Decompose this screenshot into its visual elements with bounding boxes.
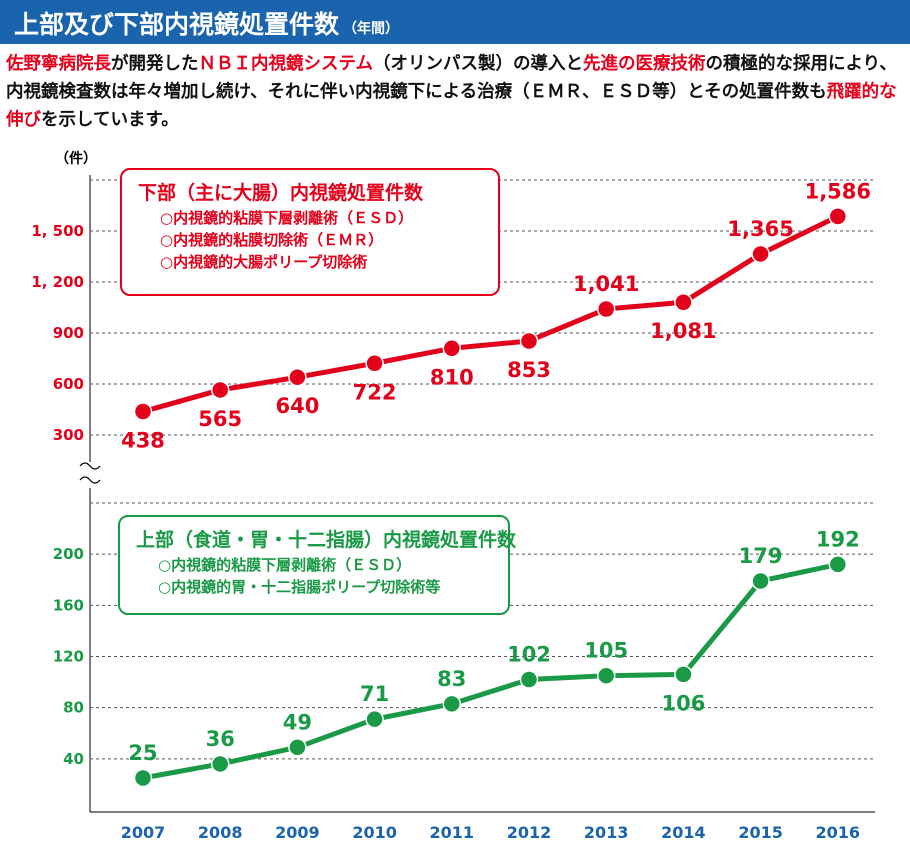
upper-data-point	[442, 694, 462, 714]
header-bar: 上部及び下部内視鏡処置件数 （年間）	[0, 0, 910, 44]
upper-data-point	[365, 709, 384, 729]
upper-legend-item: ○内視鏡的胃・十二指腸ポリープ切除術等	[158, 578, 441, 596]
x-tick-label: 2014	[661, 823, 706, 842]
x-tick-label: 2011	[430, 823, 475, 842]
upper-data-point	[210, 754, 230, 774]
lower-data-point	[519, 331, 539, 351]
lower-y-tick-label: 1, 500	[31, 222, 84, 240]
intro-seg-3: ＮＢＩ内視鏡システム	[198, 54, 373, 74]
lower-data-point	[828, 207, 848, 226]
lower-data-label: 1,041	[573, 272, 639, 296]
x-tick-label: 2013	[584, 823, 629, 842]
upper-data-label: 83	[437, 667, 466, 691]
lower-data-point	[365, 354, 384, 373]
intro-seg-4: （オリンパス製）の導入と	[372, 54, 583, 74]
upper-y-tick-label: 160	[53, 596, 84, 614]
upper-data-point	[751, 571, 770, 591]
upper-data-label: 36	[206, 727, 235, 751]
upper-y-tick-label: 120	[53, 648, 84, 666]
lower-data-point	[210, 380, 230, 400]
lower-data-point	[288, 367, 307, 387]
upper-y-tick-label: 80	[63, 699, 84, 717]
upper-data-label: 25	[128, 741, 157, 765]
upper-data-label: 192	[816, 527, 860, 551]
x-tick-label: 2016	[816, 823, 861, 842]
lower-data-label: 722	[353, 380, 397, 404]
lower-data-label: 1,081	[650, 319, 716, 343]
upper-y-tick-label: 40	[63, 750, 84, 768]
intro-seg-1: 佐野寧病院長	[6, 54, 111, 74]
lower-legend-item: ○内視鏡的粘膜切除術（ＥＭＲ）	[160, 231, 384, 249]
upper-data-point	[596, 666, 616, 685]
lower-y-tick-label: 300	[53, 426, 84, 444]
lower-data-label: 438	[121, 429, 165, 453]
lower-data-point	[596, 299, 616, 319]
upper-data-label: 102	[507, 643, 551, 667]
lower-data-point	[674, 292, 693, 312]
upper-data-point	[519, 670, 539, 689]
axis-break-mark	[79, 462, 101, 484]
upper-data-label: 179	[739, 544, 783, 568]
lower-data-label: 1,586	[805, 179, 871, 203]
upper-data-label: 71	[360, 682, 389, 706]
intro-seg-8: を示しています。	[41, 110, 179, 130]
lower-data-point	[442, 339, 462, 358]
x-tick-label: 2012	[507, 823, 552, 842]
upper-data-point	[674, 665, 693, 684]
x-tick-label: 2010	[352, 823, 397, 842]
lower-data-label: 640	[275, 394, 319, 418]
upper-data-label: 49	[283, 710, 312, 734]
lower-series-line	[142, 214, 839, 414]
intro-seg-6: の積極的な採用により、内視鏡検査数は年々増加し続け、それに伴い内視鏡下による治療…	[6, 54, 897, 102]
intro-seg-5: 先進の医療技術	[582, 54, 706, 74]
lower-legend-item: ○内視鏡的粘膜下層剥離術（ＥＳＤ）	[160, 209, 414, 227]
lower-data-label: 565	[198, 407, 242, 431]
x-tick-label: 2015	[738, 823, 783, 842]
upper-data-label: 106	[661, 691, 705, 715]
upper-series-line	[142, 561, 839, 781]
x-tick-label: 2007	[121, 823, 166, 842]
upper-y-tick-label: 200	[53, 545, 84, 563]
upper-data-point	[828, 555, 848, 574]
page-title: 上部及び下部内視鏡処置件数 （年間）	[14, 10, 400, 39]
upper-data-label: 105	[584, 639, 628, 663]
lower-data-label: 1,365	[727, 217, 793, 241]
intro-seg-7: 飛躍的な伸び	[6, 82, 897, 130]
lower-data-point	[133, 402, 153, 421]
y-unit-label: （件）	[55, 150, 97, 167]
x-tick-label: 2008	[198, 823, 243, 842]
lower-data-label: 853	[507, 358, 551, 382]
lower-data-label: 810	[430, 365, 474, 389]
title-suffix: （年間）	[343, 21, 400, 37]
lower-legend-box: 下部（主に大腸）内視鏡処置件数 ○内視鏡的粘膜下層剥離術（ＥＳＤ） ○内視鏡的粘…	[120, 168, 500, 296]
lower-legend-item: ○内視鏡的大腸ポリープ切除術	[160, 253, 368, 271]
upper-data-point	[133, 768, 153, 788]
upper-chart-title: 上部（食道・胃・十二指腸）内視鏡処置件数	[136, 529, 517, 551]
lower-data-point	[751, 244, 770, 264]
intro-text: 佐野寧病院長が開発したＮＢＩ内視鏡システム（オリンパス製）の導入と先進の医療技術…	[6, 50, 906, 134]
lower-y-tick-label: 600	[53, 375, 84, 393]
intro-seg-2: が開発した	[111, 54, 199, 74]
lower-y-tick-label: 1, 200	[31, 273, 84, 291]
lower-chart-title: 下部（主に大腸）内視鏡処置件数	[138, 182, 424, 204]
x-tick-label: 2009	[275, 823, 320, 842]
lower-y-tick-label: 900	[53, 324, 84, 342]
upper-legend-item: ○内視鏡的粘膜下層剥離術（ＥＳＤ）	[158, 556, 412, 574]
upper-legend-box: 上部（食道・胃・十二指腸）内視鏡処置件数 ○内視鏡的粘膜下層剥離術（ＥＳＤ） ○…	[118, 515, 517, 615]
upper-data-point	[288, 738, 307, 757]
